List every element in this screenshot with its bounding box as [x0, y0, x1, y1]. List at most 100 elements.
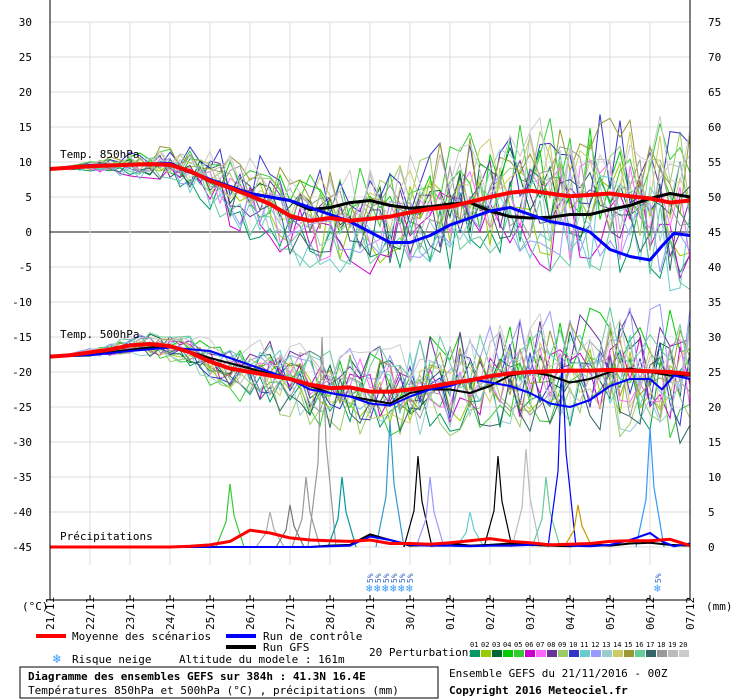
perturbation-swatch: [668, 650, 678, 657]
precip-spike: [531, 476, 561, 548]
x-tick-label: 23/11: [124, 597, 137, 630]
perturbation-id: 03: [492, 641, 500, 649]
left-tick-label: -35: [12, 471, 32, 484]
perturbation-swatch: [536, 650, 546, 657]
model-altitude: Altitude du modele : 161m: [179, 653, 345, 666]
right-tick-label: 40: [708, 261, 721, 274]
right-tick-label: 30: [708, 331, 721, 344]
right-tick-label: 75: [708, 16, 721, 29]
perturbation-swatch: [525, 650, 535, 657]
perturbation-id: 14: [613, 641, 621, 649]
right-tick-label: 65: [708, 86, 721, 99]
perturbation-id: 18: [657, 641, 665, 649]
perturbation-id: 08: [547, 641, 555, 649]
perturbation-id: 06: [525, 641, 533, 649]
perturbation-swatch: [503, 650, 513, 657]
perturbation-swatch: [635, 650, 645, 657]
x-tick-label: 25/11: [204, 597, 217, 630]
x-tick-label: 22/11: [84, 597, 97, 630]
copyright: Copyright 2016 Meteociel.fr: [449, 684, 628, 697]
legend-label-mean: Moyenne des scénarios: [72, 630, 211, 643]
right-tick-label: 35: [708, 296, 721, 309]
perturbation-line-850: [49, 146, 691, 251]
perturbation-line-850: [49, 131, 691, 233]
perturbation-swatch: [613, 650, 623, 657]
legend-label-control: Run de contrôle: [263, 630, 362, 643]
snow-risk-icon: ❄: [366, 582, 373, 595]
perturbation-id: 15: [624, 641, 632, 649]
right-tick-label: 25: [708, 366, 721, 379]
precip-spike: [635, 427, 665, 548]
mean-line-850: [49, 162, 691, 223]
snow-risk-label: 5%: [366, 573, 375, 583]
chart-grid: [49, 21, 691, 565]
x-tick-label: 27/11: [284, 597, 297, 630]
right-tick-label: 15: [708, 436, 721, 449]
perturbation-id: 16: [635, 641, 643, 649]
x-tick-label: 07/12: [684, 597, 697, 630]
precip-spike: [375, 420, 405, 548]
legend-label-snow: Risque neige: [72, 653, 151, 666]
snow-risk-label: 5%: [374, 573, 383, 583]
snow-risk-label: 5%: [398, 573, 407, 583]
precip-spike: [307, 336, 337, 548]
perturbation-line-500: [49, 337, 691, 424]
right-tick-label: 60: [708, 121, 721, 134]
snow-risk-label: 5%: [382, 573, 391, 583]
left-tick-label: 0: [25, 226, 32, 239]
precip-spike: [327, 476, 357, 548]
x-tick-label: 05/12: [604, 597, 617, 630]
left-tick-label: -20: [12, 366, 32, 379]
legend: Moyenne des scénarios Run de contrôle Ru…: [36, 630, 689, 667]
x-tick-label: 26/11: [244, 597, 257, 630]
snow-risk-icon: ❄: [382, 582, 389, 595]
perturbation-swatch: [580, 650, 590, 657]
precip-spike: [415, 476, 445, 548]
right-tick-label: 50: [708, 191, 721, 204]
snow-risk-icon: ❄: [406, 582, 413, 595]
perturbation-id: 10: [569, 641, 577, 649]
perturbation-id: 13: [602, 641, 610, 649]
perturbation-legend: 01 02 03 04 05 06 07 08 09 10 11 12 13 14 15 16 17 18 19 20: [470, 641, 689, 657]
left-tick-label: -15: [12, 331, 32, 344]
left-tick-label: 10: [19, 156, 32, 169]
precip-spike: [483, 455, 513, 548]
precip-spike: [455, 511, 485, 548]
right-tick-label: 0: [708, 541, 715, 554]
right-tick-label: 70: [708, 51, 721, 64]
left-tick-label: 15: [19, 121, 32, 134]
ensemble-source: Ensemble GEFS du 21/11/2016 - 00Z: [449, 667, 668, 680]
title-box: [19, 666, 439, 699]
snow-icon: ❄: [52, 652, 61, 667]
perturbation-swatch: [558, 650, 568, 657]
perturbation-id: 05: [514, 641, 522, 649]
legend-label-perturbations: 20 Perturbations: [369, 646, 475, 659]
perturbation-line-850: [49, 115, 691, 226]
snow-risk-icon: ❄: [398, 582, 405, 595]
perturbation-line-850: [49, 163, 691, 280]
right-tick-label: 55: [708, 156, 721, 169]
left-tick-label: 25: [19, 51, 32, 64]
perturbation-id: 02: [481, 641, 489, 649]
perturbation-swatch: [657, 650, 667, 657]
left-tick-label: -30: [12, 436, 32, 449]
perturbation-swatch: [481, 650, 491, 657]
left-tick-label: 5: [25, 191, 32, 204]
perturbation-swatch: [547, 650, 557, 657]
x-tick-label: 02/12: [484, 597, 497, 630]
control-line-500: [49, 346, 691, 408]
x-tick-label: 04/12: [564, 597, 577, 630]
legend-label-gfs: Run GFS: [263, 641, 309, 654]
left-tick-label: -5: [19, 261, 32, 274]
snow-risk-label: 5%: [654, 573, 663, 583]
precip-spike: [511, 448, 541, 548]
perturbation-swatch: [492, 650, 502, 657]
x-tick-label: 06/12: [644, 597, 657, 630]
right-tick-label: 45: [708, 226, 721, 239]
precip-spike: [403, 455, 433, 548]
perturbation-line-850: [49, 117, 691, 232]
perturbation-id: 09: [558, 641, 566, 649]
snow-risk-icon: ❄: [654, 582, 661, 595]
